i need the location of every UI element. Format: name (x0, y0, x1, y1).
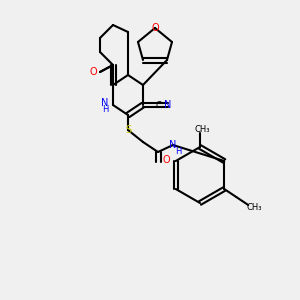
Text: CH₃: CH₃ (247, 203, 262, 212)
Text: H: H (102, 106, 108, 115)
Text: O: O (89, 67, 97, 77)
Text: S: S (125, 125, 131, 135)
Text: H: H (175, 146, 181, 155)
Text: N: N (101, 98, 109, 108)
Text: N: N (164, 100, 172, 110)
Text: CH₃: CH₃ (194, 125, 210, 134)
Text: N: N (169, 140, 177, 150)
Text: C: C (155, 100, 161, 109)
Text: O: O (162, 155, 170, 165)
Text: O: O (151, 23, 159, 33)
